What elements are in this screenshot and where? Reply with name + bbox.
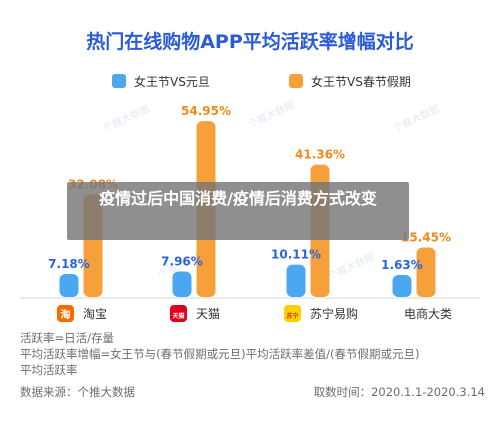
bar-1-淘宝 (59, 274, 79, 297)
data-label: 1.63% (381, 258, 423, 272)
legend-swatch-series1 (112, 74, 126, 88)
category-label: 苏宁易购 (310, 306, 358, 321)
date-range-text: 取数时间：2020.1.1-2020.3.14 (313, 385, 485, 399)
data-label: 7.18% (48, 257, 90, 271)
category-axis: 淘淘宝 天猫 天猫 苏宁 苏宁易购 电商大类 (57, 305, 452, 322)
chart-footer: 活跃率=日活/存量 平均活跃率增幅=女王节与(春节假期或元旦)平均活跃率差值/(… (20, 330, 485, 400)
overlay-title: 疫情过后中国消费/疫情后消费方式改变 (99, 189, 377, 208)
bar-2-电商大类 (416, 247, 436, 297)
app-logo-icon (170, 305, 187, 322)
app-logo-text: 苏宁 (286, 312, 298, 320)
legend-label-series1: 女王节VS元旦 (134, 74, 210, 89)
data-label: 7.96% (161, 255, 203, 269)
bar-1-电商大类 (392, 275, 412, 297)
source-text: 数据来源：个推大数据 (20, 385, 135, 399)
watermark-text: 个推大数据 (391, 102, 442, 135)
watermark-text: 个推大数据 (326, 250, 377, 283)
app-logo-icon (57, 305, 74, 322)
chart-title: 热门在线购物APP平均活跃率增幅对比 (86, 30, 414, 53)
footer-definition-2: 平均活跃率增幅=女王节与(春节假期或元旦)平均活跃率差值/(春节假期或元旦) (20, 347, 420, 361)
chart-legend: 女王节VS元旦 女王节VS春节假期 (112, 74, 411, 89)
app-logo-icon (284, 305, 301, 322)
overlay-banner: 疫情过后中国消费/疫情后消费方式改变 (67, 182, 409, 240)
app-logo-text: 天猫 (172, 312, 184, 320)
footer-definition-3: 平均活跃率 (20, 363, 78, 377)
legend-swatch-series2 (289, 74, 303, 88)
watermark-text: 个推大数据 (246, 98, 297, 131)
data-label: 41.36% (295, 148, 345, 162)
data-label: 10.11% (271, 248, 321, 262)
bar-1-苏宁易购 (286, 264, 306, 297)
footer-definition-1: 活跃率=日活/存量 (20, 331, 115, 345)
bar-1-天猫 (172, 271, 192, 297)
legend-label-series2: 女王节VS春节假期 (311, 74, 411, 89)
app-logo-text: 淘 (61, 308, 71, 321)
category-label: 淘宝 (83, 307, 107, 321)
footer-source-row: 数据来源：个推大数据 取数时间：2020.1.1-2020.3.14 (20, 384, 485, 400)
data-label: 54.95% (181, 104, 231, 118)
category-label: 天猫 (196, 307, 220, 321)
watermark-text: 个推大数据 (101, 102, 152, 135)
data-label: 15.45% (401, 231, 451, 245)
category-label: 电商大类 (404, 306, 452, 321)
data-labels-group: 7.18%32.08%7.96%54.95%10.11%41.36%1.63%1… (48, 104, 451, 272)
